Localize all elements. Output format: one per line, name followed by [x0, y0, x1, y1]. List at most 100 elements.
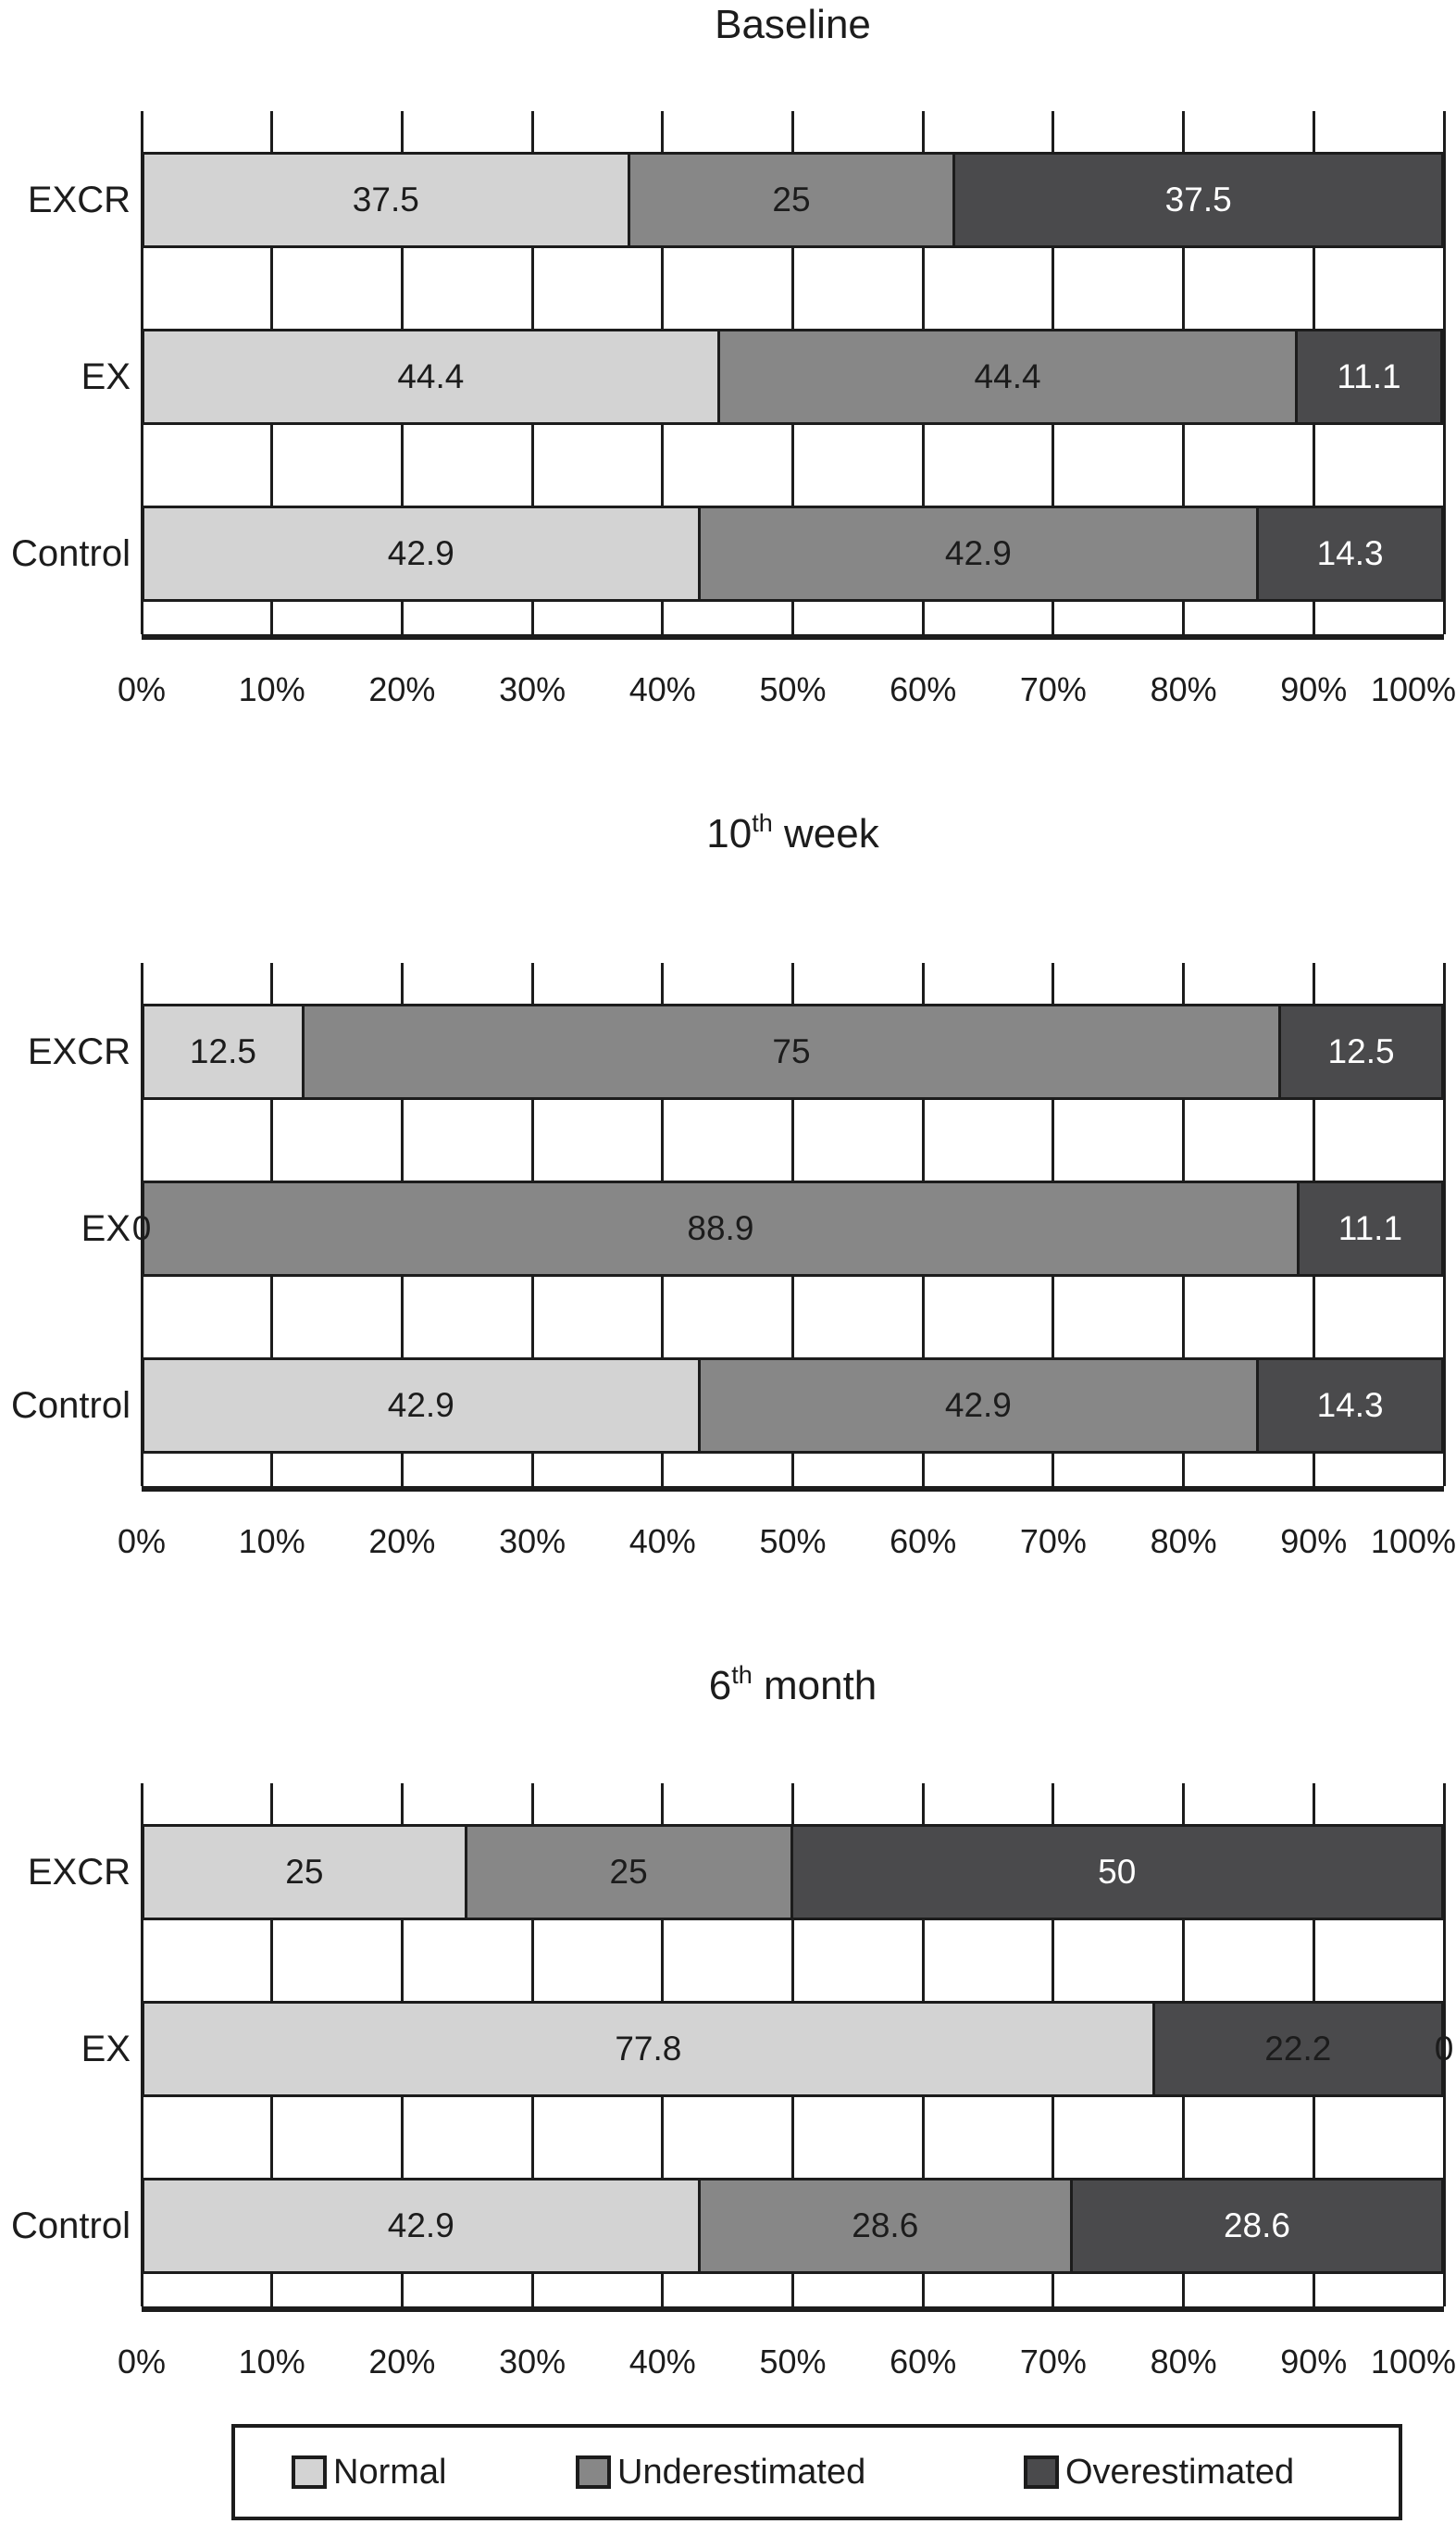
chart-title-rest: week — [772, 811, 879, 856]
category-label: EX — [81, 1208, 131, 1249]
gridline — [1052, 1783, 1055, 2306]
chart-title-text: Baseline — [715, 2, 871, 47]
category-label: EXCR — [27, 180, 131, 220]
bar-segment-label: 11.1 — [1337, 357, 1401, 395]
bar-segment: 28.6 — [1070, 2178, 1444, 2274]
x-tick-label: 30% — [499, 2343, 566, 2380]
gridline — [140, 1783, 143, 2306]
gridline — [270, 1783, 274, 2306]
gridline — [270, 111, 274, 634]
bar-segment: 14.3 — [1256, 1357, 1444, 1454]
bar-segment: 25 — [627, 152, 956, 248]
x-tick-label: 50% — [759, 670, 827, 708]
bar-row: 77.8 22.2 0 — [142, 2001, 1453, 2097]
x-tick-label: 50% — [759, 1522, 827, 1560]
category-label: Control — [11, 1385, 131, 1426]
legend-item-underestimated: Underestimated — [576, 2428, 865, 2517]
bar-segment: 37.5 — [142, 152, 630, 248]
gridline — [661, 111, 665, 634]
bar-segment-label: 88.9 — [687, 1209, 754, 1247]
gridline — [140, 111, 143, 634]
gridline — [921, 1783, 925, 2306]
bar-segment: 11.1 — [1295, 329, 1443, 425]
bar-segment: 77.8 — [142, 2001, 1155, 2097]
x-tick-label: 100% — [1370, 670, 1456, 708]
bar-segment-label: 12.5 — [189, 1032, 256, 1070]
bar-segment: 25 — [464, 1824, 793, 1920]
legend-item-normal: Normal — [292, 2428, 446, 2517]
bar-segment: 42.9 — [142, 1357, 701, 1454]
chart-title: 10th week — [142, 809, 1444, 862]
zero-value-label: 0 — [131, 1209, 152, 1247]
gridline — [530, 963, 534, 1486]
x-tick-label: 70% — [1019, 670, 1087, 708]
x-tick-label: 90% — [1280, 670, 1348, 708]
x-tick-label: 70% — [1019, 2343, 1087, 2380]
bar-segment-label: 25 — [772, 181, 811, 219]
x-tick-label: 80% — [1150, 2343, 1217, 2380]
bar-segment-label: 25 — [609, 1853, 648, 1891]
bar-row: 44.4 44.4 11.1 — [142, 329, 1444, 425]
gridline — [921, 963, 925, 1486]
x-tick-label: 60% — [890, 1522, 957, 1560]
bar-segment: 42.9 — [697, 506, 1260, 602]
bar-segment-label: 42.9 — [944, 1386, 1012, 1424]
chart-title-text: 10 — [706, 811, 753, 856]
bar-segment: 11.1 — [1296, 1181, 1444, 1277]
gridline — [400, 963, 404, 1486]
x-tick-label: 30% — [499, 1522, 566, 1560]
chart-title: 6th month — [142, 1661, 1444, 1714]
bar-segment: 14.3 — [1256, 506, 1444, 602]
gridline — [791, 1783, 794, 2306]
x-tick-label: 30% — [499, 670, 566, 708]
gridline — [400, 1783, 404, 2306]
x-tick-label: 90% — [1280, 2343, 1348, 2380]
bar-segment: 50 — [790, 1824, 1444, 1920]
x-tick-label: 20% — [368, 1522, 436, 1560]
bar-segment-label: 37.5 — [1164, 181, 1232, 219]
bar-segment: 28.6 — [697, 2178, 1073, 2274]
legend-item-label: Overestimated — [1065, 2452, 1295, 2492]
gridline — [1052, 963, 1055, 1486]
plot-area: 37.5 25 37.5 44.4 44.4 11.1 42.9 42.9 14.3 — [140, 111, 1446, 640]
chart-title-superscript: th — [752, 809, 773, 837]
bar-row: 12.5 75 12.5 — [142, 1004, 1444, 1100]
legend: Normal Underestimated Overestimated — [231, 2424, 1402, 2520]
legend-swatch-dark — [1024, 2455, 1059, 2489]
bar-segment-label: 50 — [1098, 1853, 1137, 1891]
x-axis-line — [142, 1486, 1444, 1492]
bar-segment: 25 — [142, 1824, 467, 1920]
bar-segment-label: 42.9 — [387, 1386, 454, 1424]
legend-item-label: Normal — [333, 2452, 447, 2492]
bar-row: 42.9 28.6 28.6 — [142, 2178, 1444, 2274]
chart-title-text: 6 — [708, 1663, 732, 1708]
x-tick-label: 0% — [117, 2343, 167, 2380]
gridline — [1442, 963, 1446, 1486]
x-tick-label: 20% — [368, 2343, 436, 2380]
category-label: EXCR — [27, 1031, 131, 1072]
x-tick-label: 90% — [1280, 1522, 1348, 1560]
gridline — [1312, 111, 1315, 634]
gridline — [530, 1783, 534, 2306]
bar-segment: 22.2 — [1151, 2001, 1444, 2097]
gridline — [1182, 963, 1186, 1486]
bar-segment: 44.4 — [142, 329, 720, 425]
x-tick-label: 0% — [117, 1522, 167, 1560]
x-tick-label: 60% — [890, 2343, 957, 2380]
gridline — [661, 963, 665, 1486]
gridline — [270, 963, 274, 1486]
gridline — [791, 111, 794, 634]
bar-row: 42.9 42.9 14.3 — [142, 1357, 1444, 1454]
bar-row: 42.9 42.9 14.3 — [142, 506, 1444, 602]
legend-swatch-mid — [576, 2455, 611, 2489]
gridline — [400, 111, 404, 634]
x-tick-label: 80% — [1150, 1522, 1217, 1560]
category-label: EX — [81, 356, 131, 397]
zero-value-label: 0 — [1434, 2030, 1454, 2068]
bar-segment-label: 42.9 — [944, 534, 1012, 572]
plot-area: 12.5 75 12.5 0 88.9 11.1 42.9 42.9 14.3 — [132, 963, 1446, 1492]
chart-title-superscript: th — [731, 1661, 753, 1689]
